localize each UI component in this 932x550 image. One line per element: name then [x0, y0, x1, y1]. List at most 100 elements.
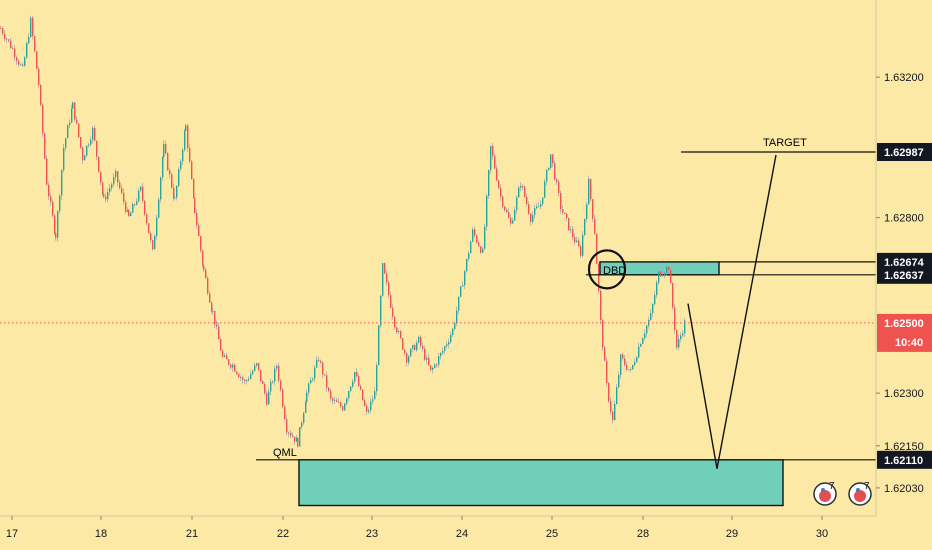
candle-body: [185, 125, 187, 131]
candle-body: [94, 127, 96, 141]
candle-body: [374, 391, 376, 400]
candle-body: [165, 144, 167, 154]
candle-body: [42, 104, 44, 134]
candle-body: [442, 351, 444, 353]
candle-body: [211, 302, 213, 312]
y-tick-label: 1.63200: [884, 72, 924, 84]
candle-body: [330, 390, 332, 399]
y-tick-label: 1.62300: [884, 388, 924, 400]
candle-body: [604, 347, 606, 361]
candle-body: [326, 375, 328, 388]
candle-body: [127, 210, 129, 212]
candle-body: [414, 345, 416, 351]
candle-body: [102, 182, 104, 195]
candle-body: [462, 285, 464, 287]
candle-body: [580, 246, 582, 256]
candle-body: [209, 293, 211, 303]
candle-body: [290, 433, 292, 436]
candle-body: [468, 253, 470, 259]
candle-body: [528, 204, 530, 214]
candle-body: [205, 269, 207, 279]
projection-path: [687, 154, 777, 469]
candle-body: [301, 422, 303, 427]
candle-body: [180, 161, 182, 170]
zones: [298, 261, 784, 507]
candle-body: [606, 360, 608, 383]
candle-body: [388, 282, 390, 296]
candle-body: [318, 359, 320, 361]
candle-body: [386, 273, 388, 283]
candle-body: [52, 201, 54, 216]
candle-body: [546, 170, 548, 182]
candle-body: [638, 346, 640, 358]
candle-body: [656, 282, 658, 296]
candle-body: [288, 432, 290, 434]
candle-body: [78, 123, 80, 137]
candle-body: [111, 184, 113, 189]
candle-body: [578, 240, 580, 247]
candle-body: [342, 406, 344, 411]
candle-body: [562, 209, 564, 213]
candle-body: [464, 271, 466, 286]
candle-body: [305, 402, 307, 413]
candle-body: [254, 365, 256, 371]
x-tick-label: 22: [277, 528, 289, 540]
candle-body: [310, 380, 312, 384]
candle-body: [202, 250, 204, 266]
candle-body: [136, 201, 138, 205]
candle-body: [107, 191, 109, 200]
candle-body: [24, 57, 26, 66]
candle-body: [272, 381, 274, 383]
candle-body: [109, 188, 111, 192]
candle-body: [76, 119, 78, 124]
candle-body: [50, 196, 52, 202]
y-tick-label: 1.62030: [884, 483, 924, 495]
candle-body: [350, 386, 352, 391]
candle-body: [612, 411, 614, 421]
candle-body: [512, 220, 514, 224]
candle-body: [0, 28, 2, 29]
candle-body: [676, 330, 678, 348]
idea-badge-accent-icon: [821, 488, 825, 492]
candle-body: [12, 48, 14, 49]
candle-body: [242, 377, 244, 380]
candle-body: [650, 313, 652, 320]
candle-body: [230, 364, 232, 368]
candle-body: [548, 168, 550, 170]
candle-body: [614, 404, 616, 421]
candle-body: [520, 186, 522, 188]
candle-body: [430, 365, 432, 370]
candle-body: [396, 327, 398, 333]
candle-body: [352, 381, 354, 387]
candle-body: [240, 377, 242, 378]
candle-body: [636, 357, 638, 363]
candle-body: [220, 339, 222, 351]
candle-body: [191, 161, 193, 180]
candle-body: [668, 266, 670, 270]
candle-body: [224, 355, 226, 357]
candle-body: [57, 211, 59, 238]
x-tick-label: 24: [456, 528, 468, 540]
candle-body: [123, 192, 125, 202]
candle-body: [370, 401, 372, 411]
candle-body: [150, 233, 152, 241]
candle-body: [292, 435, 294, 437]
candle-body: [336, 400, 338, 402]
candle-body: [610, 401, 612, 412]
candle-body: [602, 320, 604, 348]
candle-body: [40, 85, 42, 105]
candle-body: [218, 326, 220, 340]
candle-body: [46, 158, 48, 185]
idea-badge-count: 7: [829, 481, 835, 492]
candle-body: [248, 378, 250, 380]
candle-body: [474, 229, 476, 236]
candle-body: [554, 163, 556, 180]
candle-body: [478, 242, 480, 247]
candle-body: [398, 331, 400, 333]
candle-body: [105, 196, 107, 200]
candle-body: [178, 169, 180, 186]
candle-body: [418, 336, 420, 343]
candle-body: [38, 68, 40, 85]
